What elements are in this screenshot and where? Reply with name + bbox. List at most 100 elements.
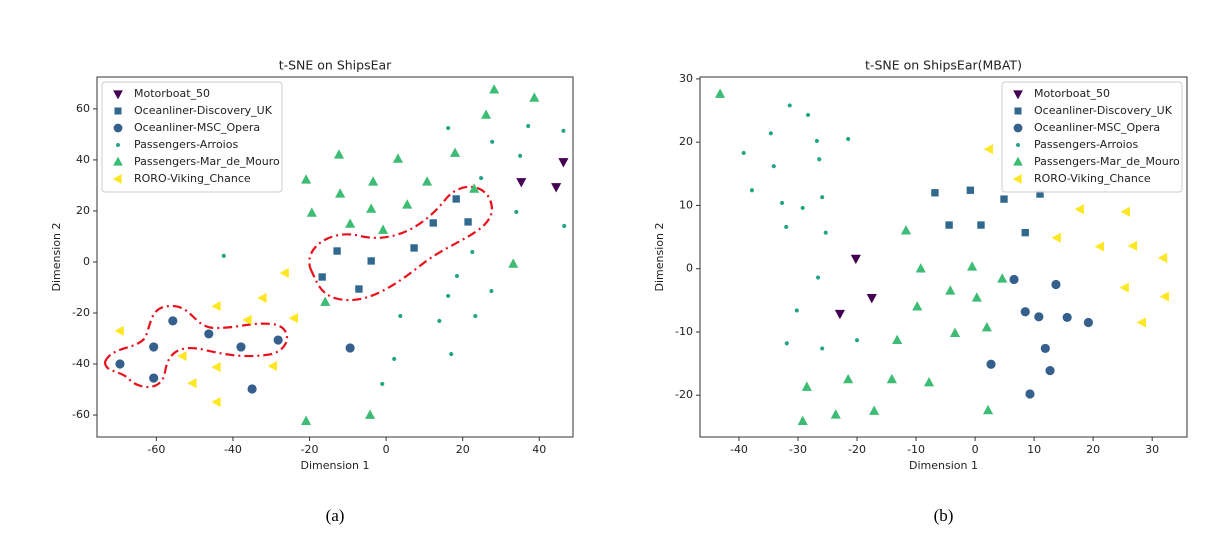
data-point (345, 218, 356, 228)
data-point (794, 308, 799, 313)
y-tick-label: 30 (679, 72, 693, 85)
y-tick-label: 40 (76, 153, 90, 166)
data-point (966, 186, 975, 194)
data-point (398, 313, 403, 319)
data-point (1119, 282, 1129, 293)
data-point (288, 313, 299, 324)
data-point (1009, 274, 1019, 285)
data-point (771, 164, 776, 169)
data-point (320, 296, 331, 306)
chart-title: t-SNE on ShipsEar (279, 58, 392, 73)
data-point (846, 136, 851, 142)
legend-label: Passengers-Mar_de_Mouro (134, 155, 280, 168)
data-point (301, 174, 312, 184)
data-point (221, 253, 226, 258)
data-point (815, 275, 821, 280)
data-point (301, 415, 312, 425)
data-point (473, 313, 478, 319)
data-point (1083, 317, 1094, 328)
data-point (784, 341, 789, 346)
y-tick-label: 60 (76, 102, 90, 115)
plot-frame (96, 76, 574, 438)
data-point (1157, 252, 1168, 264)
data-point (1074, 204, 1084, 215)
y-tick-label: 10 (679, 198, 693, 211)
data-point (817, 157, 822, 162)
plot-frame (699, 76, 1188, 438)
x-tick-label: 20 (456, 443, 470, 456)
legend-label: Passengers-Arroios (1034, 138, 1138, 151)
data-point (800, 205, 805, 211)
data-point (318, 273, 326, 281)
chart-title: t-SNE on ShipsEar(MBAT) (865, 58, 1022, 73)
data-point (779, 200, 785, 205)
data-point (945, 221, 953, 229)
y-tick-label: 20 (76, 204, 90, 217)
data-point (741, 150, 746, 155)
data-point (558, 158, 569, 168)
data-point (814, 138, 819, 143)
y-axis-label: Dimension 2 (653, 223, 666, 292)
x-tick-label: -40 (224, 443, 242, 456)
legend-label: Passengers-Arroios (134, 138, 238, 151)
data-point (489, 84, 500, 94)
data-point (977, 221, 985, 229)
x-axis-label: Dimension 1 (301, 459, 370, 472)
data-point (236, 342, 246, 352)
legend-label: Oceanliner-Discovery_UK (134, 104, 273, 117)
legend-label: Passengers-Mar_de_Mouro (1034, 155, 1180, 168)
legend-label: Motorboat_50 (134, 87, 210, 100)
data-point (114, 325, 124, 336)
data-point (168, 316, 178, 326)
data-point (923, 377, 935, 387)
data-point (562, 223, 567, 229)
data-point (983, 404, 994, 415)
legend-marker (1014, 107, 1022, 115)
legend-label: RORO-Viking_Chance (134, 172, 251, 185)
data-point (967, 261, 978, 271)
data-point (886, 373, 897, 384)
y-tick-label: -10 (675, 325, 693, 338)
data-point (437, 318, 442, 323)
data-point (469, 183, 480, 193)
data-point (489, 288, 494, 294)
cluster-outline (308, 185, 494, 302)
legend: Motorboat_50 Oceanliner-Discovery_UK Ocean… (1001, 81, 1183, 193)
data-point (368, 176, 379, 186)
data-point (1159, 291, 1169, 302)
legend-label: Oceanliner-MSC_Opera (1034, 121, 1160, 134)
x-tick-label: -20 (848, 443, 866, 456)
data-point (1034, 312, 1044, 322)
data-point (1045, 365, 1055, 376)
data-point (971, 292, 982, 302)
legend-label: Oceanliner-MSC_Opera (134, 121, 260, 134)
data-point (149, 373, 159, 383)
data-point (367, 257, 375, 265)
data-point (377, 224, 389, 234)
legend-label: RORO-Viking_Chance (1034, 172, 1151, 185)
data-point (422, 176, 433, 186)
data-point (402, 199, 413, 209)
x-tick-label: -20 (301, 443, 319, 456)
data-point (997, 273, 1008, 283)
x-tick-label: -60 (147, 443, 165, 456)
data-point (211, 301, 221, 312)
data-point (446, 293, 451, 298)
data-point (1094, 241, 1105, 252)
data-point (981, 321, 992, 332)
data-point (892, 334, 903, 344)
data-point (479, 175, 484, 181)
data-point (273, 335, 283, 345)
data-point (392, 153, 404, 163)
legend-box (1001, 81, 1183, 193)
data-point (1021, 228, 1029, 237)
data-point (986, 359, 996, 369)
data-point (449, 147, 461, 157)
data-point (149, 342, 159, 352)
data-point (900, 225, 912, 235)
data-point (945, 285, 956, 295)
x-tick-label: 30 (1145, 443, 1159, 456)
data-point (949, 327, 961, 338)
data-point (514, 209, 519, 215)
data-point (526, 123, 531, 129)
